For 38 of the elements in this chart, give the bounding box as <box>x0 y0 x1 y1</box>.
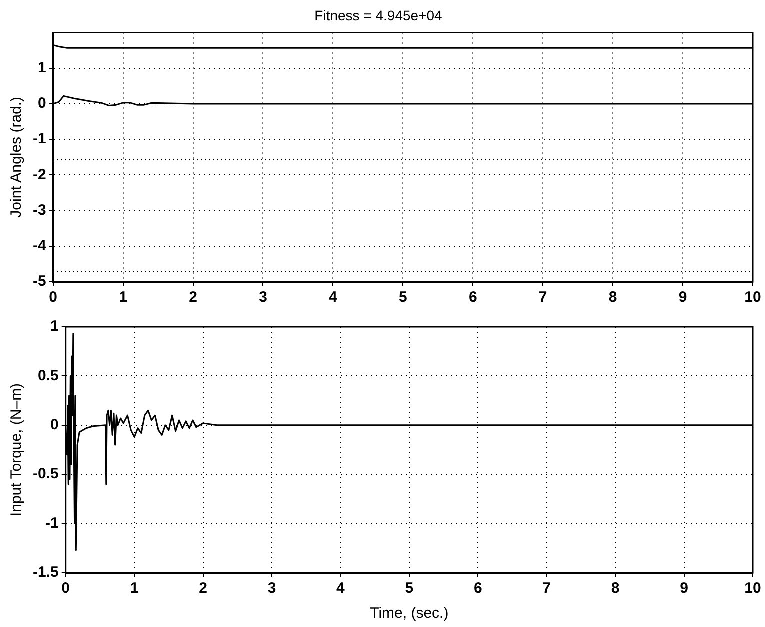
y-tick-label: -3 <box>32 202 46 219</box>
x-tick-label: 2 <box>199 580 208 598</box>
x-tick-label: 1 <box>130 580 139 598</box>
y-axis-title: Joint Angles (rad.) <box>8 96 26 218</box>
y-tick-label: 0 <box>38 95 46 112</box>
x-tick-label: 4 <box>336 580 346 598</box>
y-tick-label: 0 <box>50 416 59 434</box>
x-tick-label: 6 <box>474 580 482 598</box>
y-tick-label: -1 <box>32 130 46 148</box>
y-axis-title: Input Torque, (N–m) <box>8 383 26 517</box>
y-tick-label: 1 <box>38 60 46 77</box>
chart-title: Fitness = 4.945e+04 <box>314 7 443 24</box>
y-tick-label: 0.5 <box>38 367 59 384</box>
x-tick-label: 2 <box>189 289 198 306</box>
x-tick-label: 10 <box>744 289 762 306</box>
x-tick-label: 6 <box>468 289 478 306</box>
x-tick-label: 7 <box>542 580 552 598</box>
x-axis-title: Time, (sec.) <box>370 605 449 622</box>
x-tick-label: 8 <box>608 289 618 306</box>
x-tick-label: 5 <box>398 289 408 306</box>
x-tick-label: 1 <box>119 289 128 306</box>
y-tick-label: -1.5 <box>32 564 59 582</box>
y-tick-label: -2 <box>32 166 46 184</box>
x-tick-label: 9 <box>678 289 688 306</box>
y-tick-label: 1 <box>50 318 59 336</box>
y-tick-label: -1 <box>46 514 59 532</box>
x-tick-label: 8 <box>611 580 620 598</box>
x-tick-label: 5 <box>405 580 414 598</box>
y-tick-label: -4 <box>32 238 47 255</box>
x-tick-label: 0 <box>62 580 70 598</box>
x-tick-label: 3 <box>259 289 268 306</box>
x-tick-label: 9 <box>680 580 688 598</box>
x-tick-label: 10 <box>744 580 762 598</box>
x-tick-label: 3 <box>268 580 276 598</box>
y-tick-label: -0.5 <box>32 466 59 483</box>
y-tick-label: -5 <box>32 273 46 290</box>
x-tick-label: 4 <box>329 289 338 306</box>
x-tick-label: 7 <box>538 289 548 306</box>
